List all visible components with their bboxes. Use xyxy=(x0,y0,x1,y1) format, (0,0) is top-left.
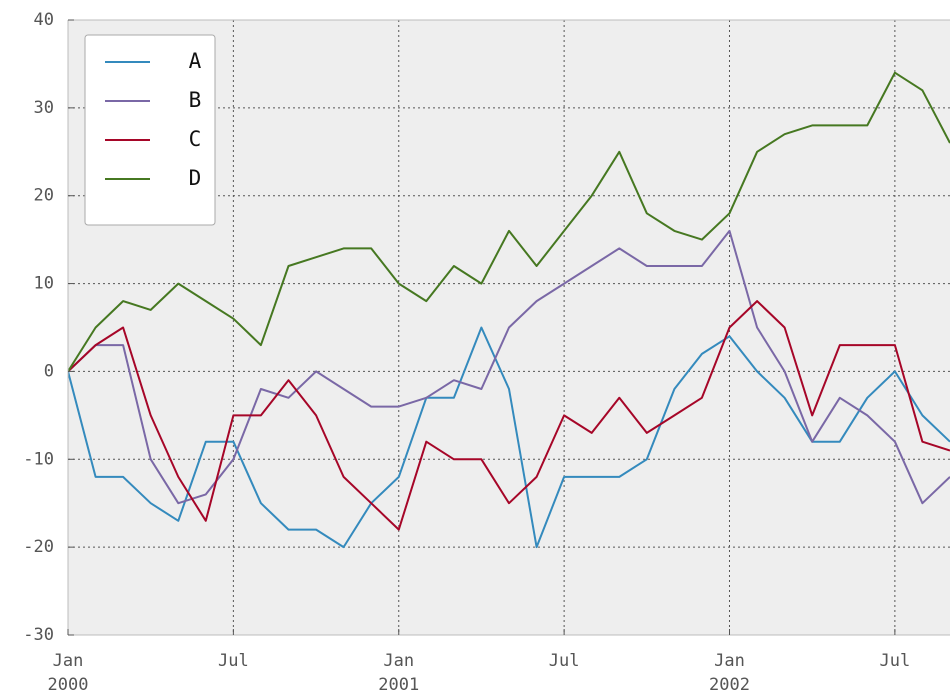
legend-label: C xyxy=(189,127,202,151)
legend-label: D xyxy=(189,166,202,190)
x-tick-label: Jul xyxy=(549,651,580,671)
x-tick-label: Jul xyxy=(880,651,911,671)
legend-label: A xyxy=(189,49,202,73)
legend-label: B xyxy=(189,88,202,112)
series-line xyxy=(68,326,950,549)
legend-box xyxy=(84,34,216,226)
y-tick-label: 40 xyxy=(34,10,54,30)
y-tick-label: 10 xyxy=(34,274,54,294)
y-tick-label: 30 xyxy=(34,98,54,118)
x-tick-label: 2000 xyxy=(48,675,89,695)
x-tick-label: 2002 xyxy=(709,675,750,695)
y-tick-label: -30 xyxy=(23,625,54,645)
x-tick-label: 2001 xyxy=(378,675,419,695)
series-line xyxy=(68,71,950,372)
x-tick-label: Jan xyxy=(53,651,84,671)
series-line xyxy=(68,300,950,531)
y-tick-label: 20 xyxy=(34,186,54,206)
x-tick-label: Jan xyxy=(714,651,745,671)
y-tick-label: -10 xyxy=(23,449,54,469)
x-tick-label: Jul xyxy=(218,651,249,671)
y-tick-label: 0 xyxy=(44,361,54,381)
y-tick-label: -20 xyxy=(23,537,54,557)
x-tick-label: Jan xyxy=(383,651,414,671)
